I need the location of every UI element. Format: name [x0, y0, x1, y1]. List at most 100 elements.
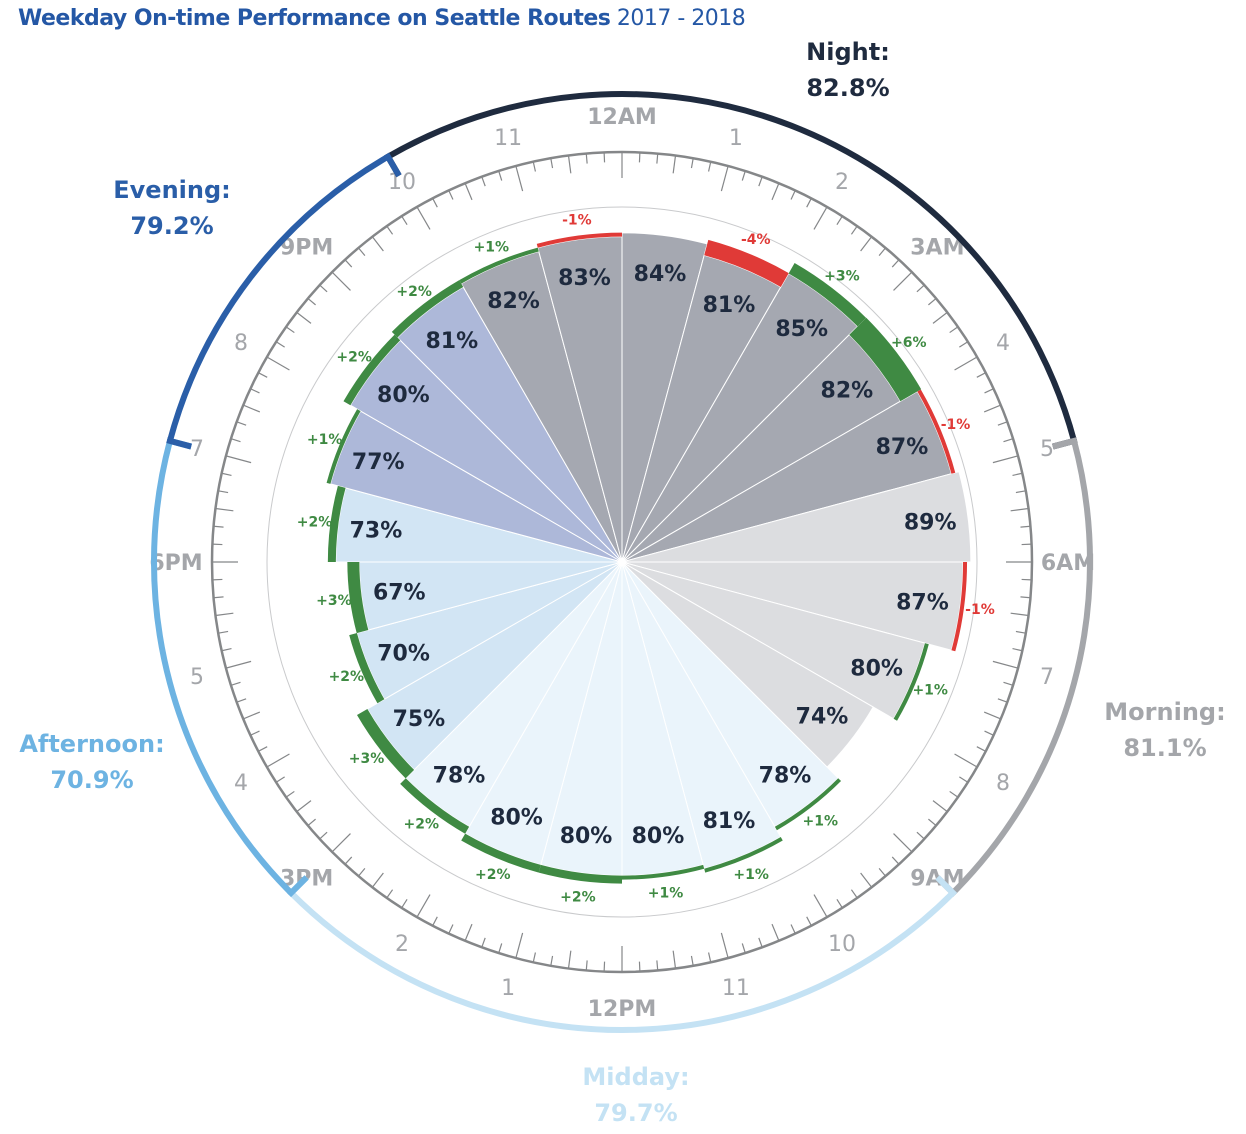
clock-tick: [344, 856, 353, 865]
clock-tick: [285, 790, 295, 798]
change-bar: [327, 485, 346, 562]
clock-tick: [771, 923, 780, 942]
clock-tick: [266, 753, 290, 768]
change-label: +1%: [307, 432, 343, 448]
clock-tick: [515, 932, 524, 959]
wedge-3pm: [366, 561, 623, 771]
change-label: +2%: [297, 515, 333, 531]
period-value-afternoon: 70.9%: [50, 766, 133, 794]
clock-tick: [992, 455, 1019, 464]
change-label: +1%: [648, 886, 684, 902]
chart-title-main: Weekday On-time Performance on Seattle R…: [18, 6, 611, 31]
period-label-night: Night:: [806, 38, 890, 66]
hour-label: 7: [190, 437, 204, 462]
change-bar: [343, 334, 401, 406]
clock-tick: [218, 490, 229, 494]
change-label: +2%: [396, 284, 432, 300]
clock-tick: [357, 247, 366, 256]
value-label: 77%: [352, 450, 405, 475]
change-label: -1%: [562, 213, 592, 229]
clock-tick: [1010, 507, 1029, 512]
chart-title: Weekday On-time Performance on Seattle R…: [18, 6, 746, 31]
change-bar: [356, 709, 415, 779]
clock-tick: [401, 899, 408, 909]
clock-tick: [319, 831, 328, 840]
change-bar: [774, 778, 842, 831]
clock-tick: [230, 681, 241, 686]
period-value-evening: 79.2%: [130, 212, 213, 240]
clock-tick: [307, 818, 316, 827]
clock-tick: [741, 170, 746, 181]
clock-tick: [258, 746, 268, 752]
clock-tick: [585, 960, 588, 971]
clock-tick: [928, 297, 937, 306]
period-label-midday: Midday:: [582, 1063, 689, 1091]
clock-tick: [307, 297, 316, 306]
clock-tick: [916, 831, 925, 840]
period-cap: [286, 875, 309, 898]
hour-label: 10: [388, 170, 416, 195]
clock-tick: [221, 647, 232, 652]
period-ring-night: [386, 91, 1077, 442]
clock-tick: [983, 404, 1002, 413]
clock-tick: [432, 916, 438, 926]
clock-tick: [806, 916, 812, 926]
clock-tick: [928, 818, 937, 827]
clock-tick: [464, 182, 473, 201]
change-bar: [536, 232, 622, 248]
value-label: 82%: [821, 378, 874, 403]
period-ring-afternoon: [151, 440, 294, 896]
period-label-evening: Evening:: [113, 176, 231, 204]
clock-tick: [448, 190, 454, 200]
clock-tick: [992, 660, 1019, 669]
value-label: 81%: [703, 293, 756, 318]
guide-circle: [266, 206, 978, 918]
clock-tick: [949, 790, 959, 798]
value-label: 80%: [850, 656, 903, 681]
guides-layer: [266, 206, 978, 918]
clock-tick: [932, 311, 948, 324]
change-label: +3%: [349, 751, 385, 767]
clock-tick: [225, 660, 252, 669]
clock-tick: [331, 833, 351, 853]
clock-tick: [213, 596, 224, 599]
hour-label: 5: [1040, 437, 1054, 462]
clock-tick: [416, 206, 431, 230]
period-ring-evening: [167, 154, 390, 442]
clock-tick: [1015, 630, 1026, 634]
hour-label: 10: [828, 932, 856, 957]
clock-tick: [893, 271, 913, 291]
clock-tick: [758, 176, 763, 187]
clock-tick: [250, 388, 260, 394]
clock-tick: [959, 776, 969, 783]
wedges-layer: [329, 232, 972, 877]
clock-tick: [878, 868, 887, 877]
hour-label: 1: [729, 126, 743, 151]
clock-tick: [498, 943, 503, 954]
clock-tick: [386, 225, 394, 235]
clock-tick: [215, 507, 234, 512]
period-label-morning: Morning:: [1104, 698, 1225, 726]
value-label: 78%: [433, 763, 486, 788]
clock-tick: [386, 889, 394, 899]
clock-tick: [878, 247, 887, 256]
hour-label: 7: [1040, 665, 1054, 690]
clock-tick: [416, 894, 431, 918]
clock-tick: [285, 326, 295, 334]
change-bar: [704, 239, 789, 288]
clock-tick: [1003, 438, 1014, 443]
clock-tick: [236, 421, 247, 426]
clock-tick: [860, 872, 873, 888]
clock-tick: [498, 170, 503, 181]
change-bar: [459, 247, 539, 284]
change-bars-layer: -4% +3% +6% -1% -1% +1% +1% +1% +1% +2% +2% +2% +3% +…: [297, 213, 995, 906]
hour-label: 4: [996, 331, 1010, 356]
clock-tick: [690, 158, 694, 169]
clock-tick: [720, 932, 729, 959]
hour-label: 8: [996, 771, 1010, 796]
change-label: +2%: [560, 890, 596, 906]
change-bar: [326, 409, 361, 484]
clock-tick: [1020, 596, 1031, 599]
wedge-12am: [621, 232, 708, 563]
clock-tick: [850, 225, 858, 235]
